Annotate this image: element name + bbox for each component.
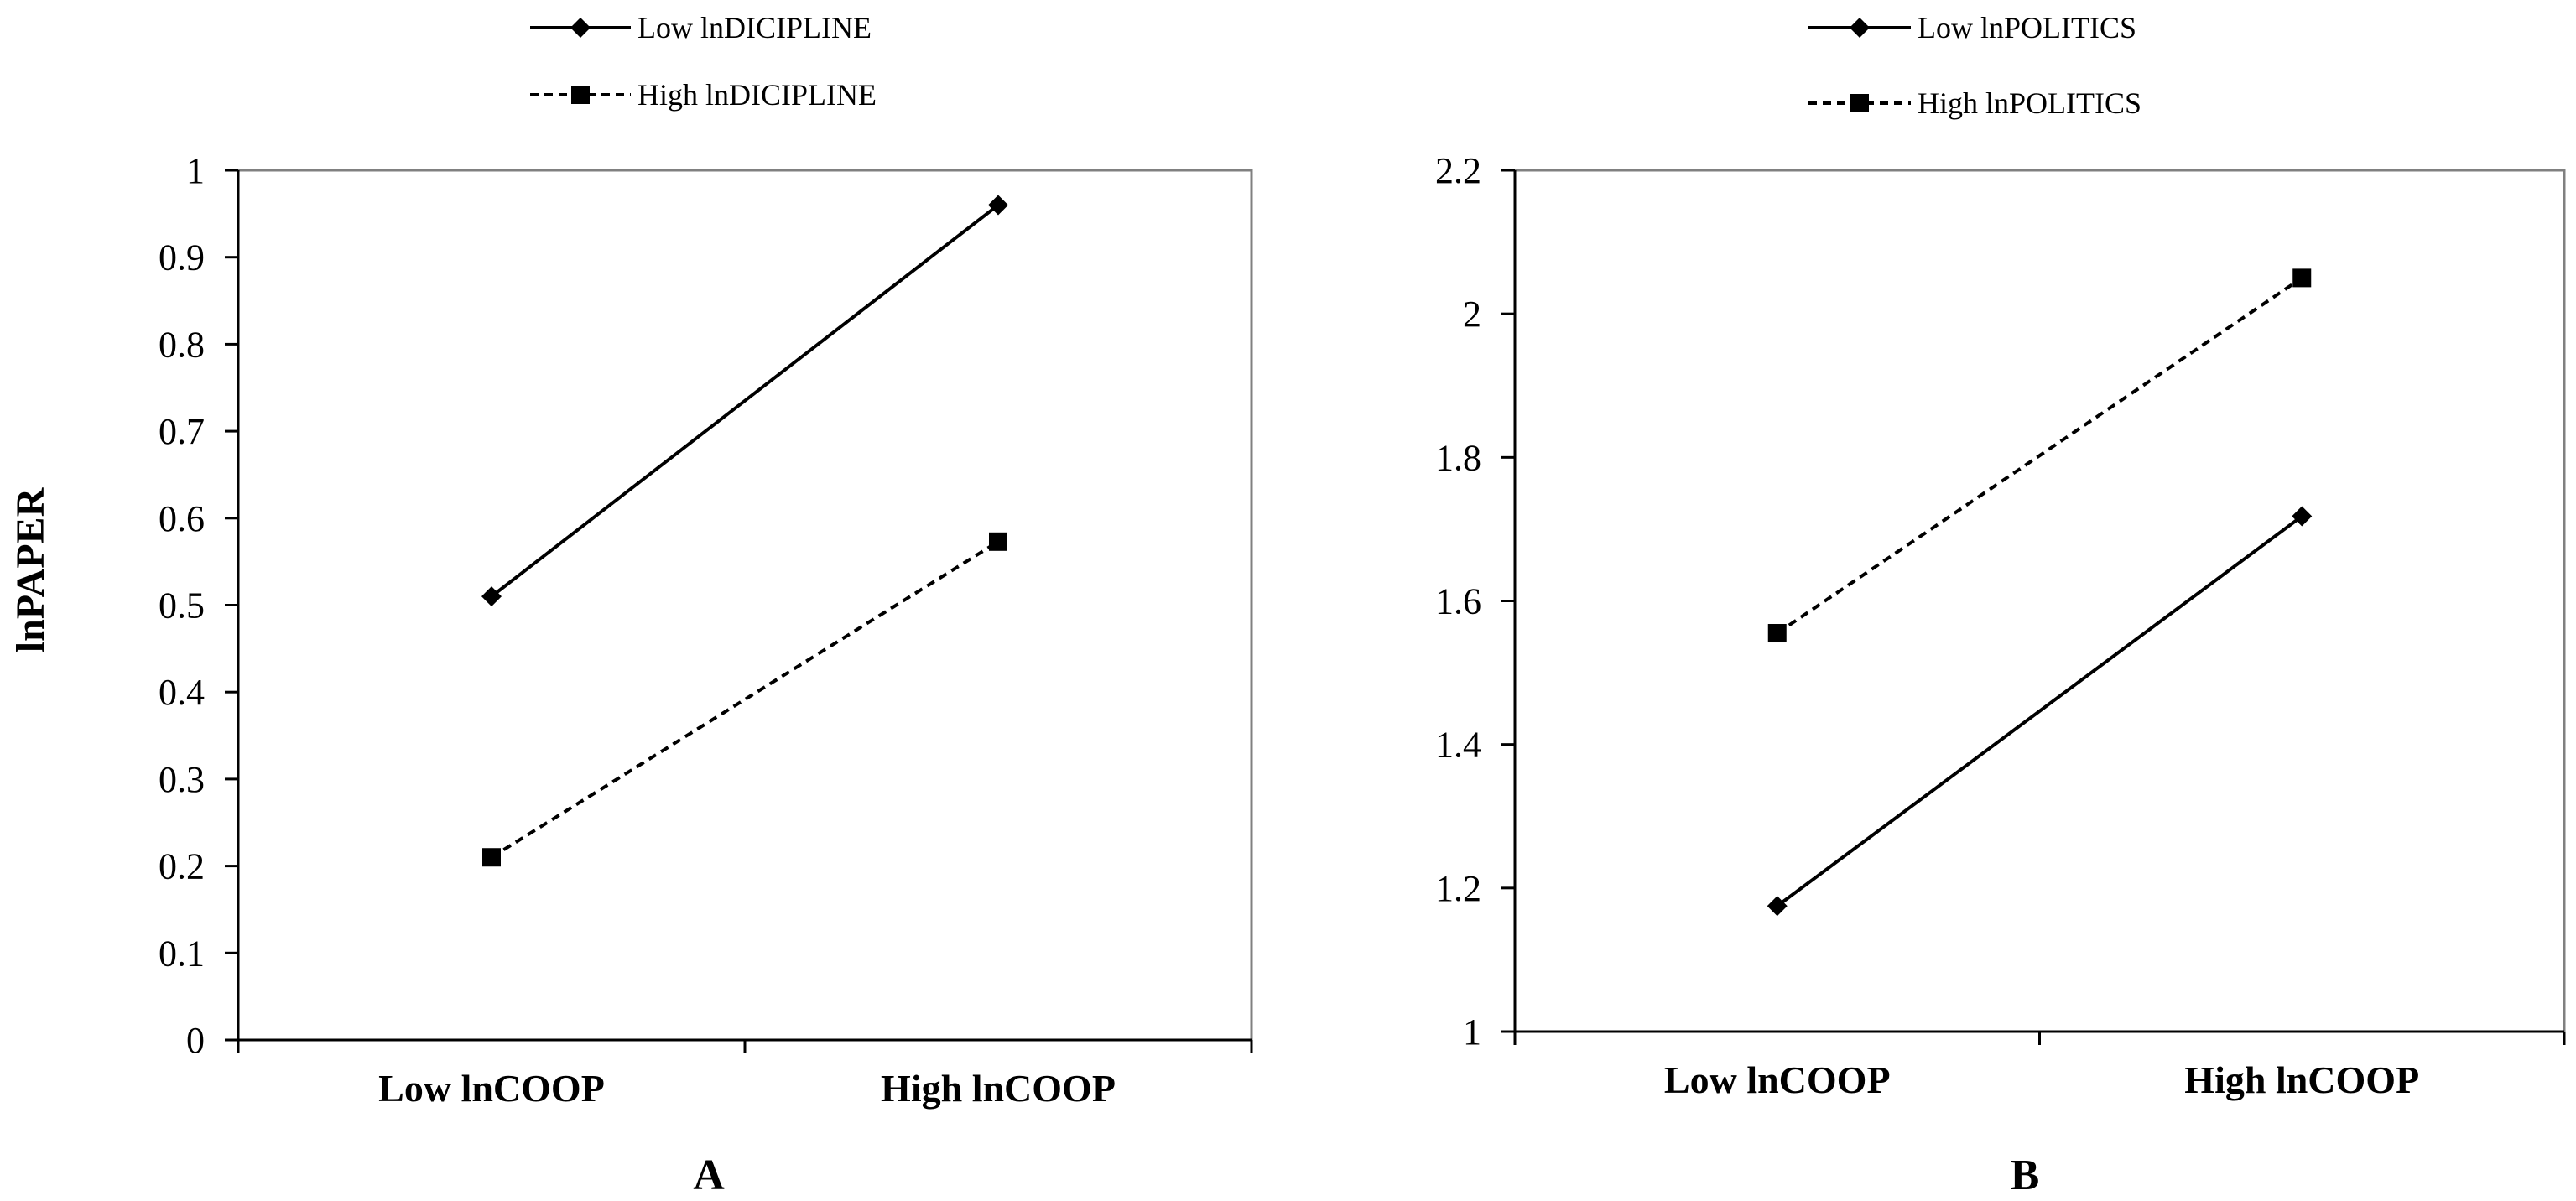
- y-tick-label: 0.4: [159, 672, 205, 713]
- x-category-label: Low lnCOOP: [1664, 1058, 1891, 1101]
- y-tick-label: 1: [1463, 1011, 1481, 1053]
- y-tick-label: 0.8: [159, 324, 205, 365]
- series-line-low: [1776, 514, 2303, 907]
- y-tick-label: 0.1: [159, 933, 205, 974]
- data-point-low-0: [481, 586, 502, 607]
- y-tick-label: 0.9: [159, 237, 205, 278]
- y-tick-label: 0: [186, 1020, 205, 1061]
- y-tick-label: 2: [1463, 294, 1481, 335]
- series-line-high: [1776, 276, 2303, 635]
- y-tick-label: 2.2: [1435, 150, 1481, 191]
- y-tick-label: 1: [186, 150, 205, 191]
- legend-marker: [570, 18, 591, 38]
- y-tick-label: 0.5: [159, 585, 205, 626]
- y-tick-label: 0.2: [159, 846, 205, 887]
- y-tick-label: 0.6: [159, 498, 205, 539]
- legend-entry-label: High lnDICIPLINE: [637, 78, 877, 112]
- data-point-low-1: [988, 195, 1008, 216]
- legend-marker: [571, 86, 590, 104]
- x-category-label: Low lnCOOP: [378, 1067, 605, 1110]
- panel-label-a: A: [693, 1152, 725, 1199]
- y-tick-label: 0.7: [159, 411, 205, 452]
- panel-a: 0 0.1 0.2 0.3 0.4 0.5 0.6 0.7 0.8 0.9 1 Low lnCOOP…: [8, 11, 1253, 1199]
- y-tick-label: 1.2: [1435, 868, 1481, 909]
- data-point-low-0: [1767, 896, 1788, 917]
- panel-b: 11.21.41.61.822.2 Low lnCOOP High lnCOOP …: [1435, 11, 2566, 1199]
- legend-marker: [1850, 94, 1869, 112]
- legend-entry-label: Low lnPOLITICS: [1918, 11, 2136, 44]
- data-point-high-1: [2292, 268, 2312, 288]
- panel-label-b: B: [2011, 1152, 2040, 1199]
- legend-entry-label: Low lnDICIPLINE: [637, 11, 872, 44]
- x-category-label: High lnCOOP: [881, 1067, 1116, 1110]
- legend-entry-label: High lnPOLITICS: [1918, 86, 2141, 120]
- data-point-high-0: [482, 848, 501, 867]
- data-point-low-1: [2292, 506, 2313, 527]
- y-tick-label: 1.4: [1435, 725, 1481, 766]
- data-point-high-1: [989, 532, 1007, 551]
- y-tick-label: 1.8: [1435, 437, 1481, 478]
- y-tick-label: 1.6: [1435, 581, 1481, 622]
- y-axis-label: lnPAPER: [8, 486, 53, 652]
- y-tick-label: 0.3: [159, 759, 205, 800]
- data-point-high-0: [1767, 624, 1787, 643]
- x-category-label: High lnCOOP: [2184, 1058, 2419, 1101]
- series-line-low: [490, 203, 1000, 598]
- legend-marker: [1850, 18, 1870, 38]
